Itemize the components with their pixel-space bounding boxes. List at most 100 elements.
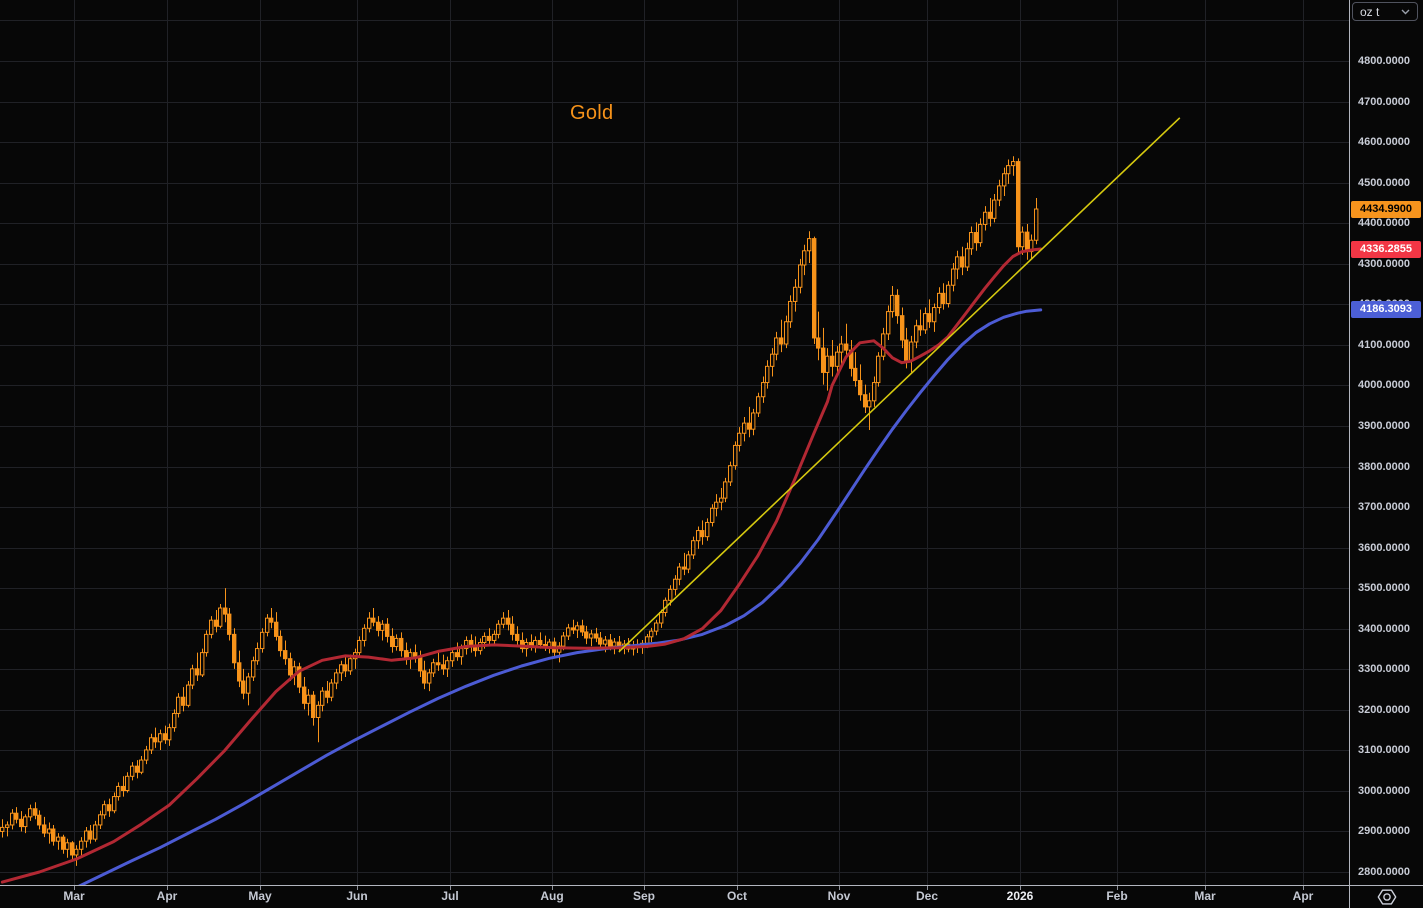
candle-down (515, 626, 520, 647)
candle-up (320, 687, 325, 712)
candle-up (867, 392, 872, 431)
price-axis[interactable]: oz t 4800.0000 4700.0000 4600.0000 4500.000… (1350, 0, 1423, 885)
candle-down (283, 640, 288, 665)
candle-down (325, 681, 330, 704)
candle-down (580, 619, 585, 636)
candle-up (1034, 198, 1039, 245)
candle-up (909, 335, 914, 373)
x-axis-tickmark (1303, 886, 1304, 890)
candle-up (190, 664, 195, 690)
candle-down (571, 619, 576, 634)
y-axis-tick: 3900.0000 (1358, 420, 1410, 432)
candle-down (853, 352, 858, 387)
candle-down (506, 610, 511, 631)
x-axis-label: Aug (540, 889, 564, 903)
candle-up (334, 668, 339, 690)
chart-canvas[interactable]: Gold (0, 0, 1349, 886)
candle-up (770, 348, 775, 377)
candle-down (121, 776, 126, 797)
candle-up (445, 656, 450, 677)
chart-settings-button[interactable] (1376, 886, 1398, 908)
candle-down (821, 327, 826, 385)
ma-fast-line[interactable] (0, 247, 1043, 884)
candle-up (937, 287, 942, 314)
candle-down (371, 608, 376, 627)
candle-up (1011, 156, 1016, 176)
y-axis-tick: 4300.0000 (1358, 258, 1410, 270)
y-axis-tick: 3800.0000 (1358, 461, 1410, 473)
candle-up (316, 701, 321, 743)
candle-down (343, 656, 348, 677)
candle-up (186, 681, 191, 708)
candle-up (793, 279, 798, 312)
y-axis-tick: 2800.0000 (1358, 866, 1410, 878)
candle-down (288, 652, 293, 682)
candle-down (863, 384, 868, 413)
candle-down (510, 616, 515, 641)
candle-up (649, 627, 654, 643)
candle-up (265, 614, 270, 637)
x-axis-label: Dec (915, 889, 939, 903)
candle-down (598, 631, 603, 649)
candle-up (329, 678, 334, 702)
y-axis-tick: 3600.0000 (1358, 542, 1410, 554)
candle-up (0, 819, 5, 838)
candle-down (37, 810, 42, 830)
candle-up (367, 612, 372, 633)
x-axis-tickmark (927, 886, 928, 890)
candle-down (441, 654, 446, 675)
candle-up (79, 837, 84, 856)
x-axis-label: 2026 (1006, 889, 1034, 903)
y-axis-tick: 4400.0000 (1358, 217, 1410, 229)
candle-up (914, 319, 919, 349)
candle-up (774, 331, 779, 361)
candle-up (765, 360, 770, 389)
candle-up (116, 782, 121, 801)
candle-up (204, 630, 209, 657)
candle-down (376, 616, 381, 637)
candle-up (742, 417, 747, 442)
trendline[interactable] (618, 117, 1181, 653)
candle-down (232, 628, 237, 669)
candle-up (348, 654, 353, 675)
candle-down (1025, 224, 1030, 260)
candle-down (181, 687, 186, 712)
candle-up (677, 563, 682, 586)
candle-down (241, 668, 246, 700)
candle-down (19, 811, 24, 832)
candle-up (710, 504, 715, 527)
y-axis-tick: 3300.0000 (1358, 663, 1410, 675)
candle-down (584, 625, 589, 645)
candle-up (158, 729, 163, 750)
candle-up (339, 660, 344, 682)
candle-down (436, 652, 441, 671)
unit-dropdown-value: oz t (1360, 4, 1380, 19)
candle-down (42, 816, 47, 838)
ma-slow-line[interactable] (75, 308, 1043, 886)
candle-down (900, 307, 905, 349)
candle-down (14, 807, 19, 824)
candle-down (594, 627, 599, 643)
price-chart-svg (0, 0, 1349, 886)
candle-down (927, 299, 932, 328)
unit-dropdown[interactable]: oz t (1352, 2, 1418, 21)
chart-title: Gold (570, 102, 614, 124)
candle-up (306, 689, 311, 716)
candle-up (102, 800, 107, 819)
candle-down (487, 628, 492, 645)
candle-up (1029, 234, 1034, 259)
candle-down (61, 834, 66, 854)
price-axis-separator (1349, 0, 1350, 908)
candle-down (278, 630, 283, 657)
x-axis-tickmark (839, 886, 840, 890)
candle-up (969, 226, 974, 255)
x-axis-tickmark (552, 886, 553, 890)
candle-up (575, 621, 580, 639)
x-axis-tickmark (167, 886, 168, 890)
x-axis-label: Jul (441, 889, 459, 903)
time-axis[interactable]: Mar Apr May Jun Jul Aug Sep Oct Nov Dec 2026 Feb Mar… (0, 886, 1349, 908)
candle-up (47, 822, 52, 844)
candle-down (844, 323, 849, 357)
time-axis-separator (0, 885, 1423, 886)
candle-down (302, 676, 307, 710)
